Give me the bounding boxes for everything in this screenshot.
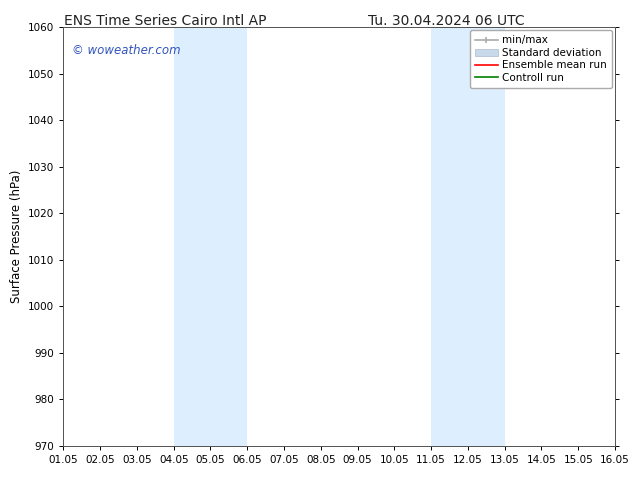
Legend: min/max, Standard deviation, Ensemble mean run, Controll run: min/max, Standard deviation, Ensemble me… bbox=[470, 30, 612, 88]
Text: Tu. 30.04.2024 06 UTC: Tu. 30.04.2024 06 UTC bbox=[368, 14, 524, 28]
Bar bbox=[431, 27, 505, 446]
Text: ENS Time Series Cairo Intl AP: ENS Time Series Cairo Intl AP bbox=[64, 14, 266, 28]
Text: © woweather.com: © woweather.com bbox=[72, 44, 180, 57]
Bar bbox=[174, 27, 247, 446]
Y-axis label: Surface Pressure (hPa): Surface Pressure (hPa) bbox=[10, 170, 23, 303]
